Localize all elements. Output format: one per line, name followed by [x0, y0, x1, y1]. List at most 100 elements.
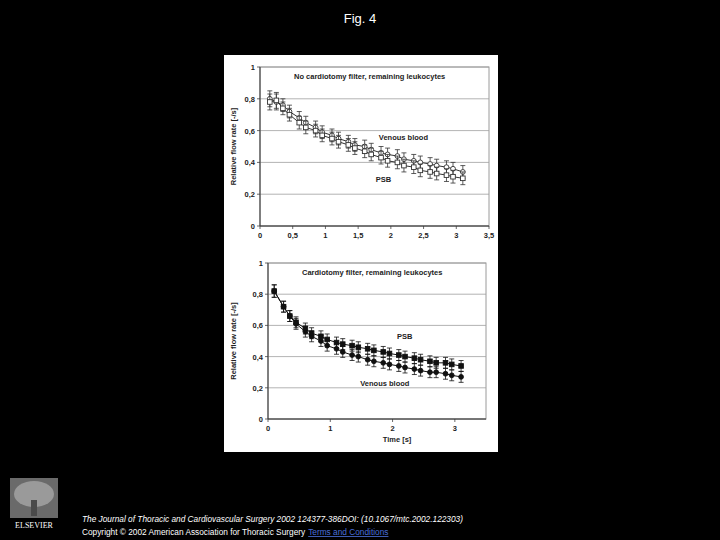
- marker: [340, 342, 345, 347]
- error-cap: [396, 360, 401, 361]
- error-cap: [449, 369, 454, 370]
- marker: [365, 357, 370, 362]
- marker: [287, 112, 292, 117]
- x-tick-label: 0: [258, 231, 262, 240]
- error-cap: [369, 160, 374, 161]
- error-cap: [274, 92, 279, 93]
- error-cap: [379, 146, 384, 147]
- marker: [434, 370, 439, 375]
- copyright: Copyright © 2002 American Association fo…: [82, 527, 306, 537]
- error-cap: [412, 363, 417, 364]
- marker: [418, 368, 423, 373]
- error-cap: [449, 380, 454, 381]
- error-cap: [280, 114, 285, 115]
- grid-line: [268, 356, 486, 357]
- error-cap: [434, 377, 439, 378]
- grid-line: [260, 98, 489, 99]
- error-cap: [418, 156, 423, 157]
- error-cap: [313, 121, 318, 122]
- error-cap: [460, 165, 465, 166]
- error-cap: [427, 377, 432, 378]
- error-cap: [346, 135, 351, 136]
- grid-line: [268, 263, 486, 264]
- terms-link[interactable]: Terms and Conditions: [308, 527, 388, 537]
- error-bar: [418, 354, 423, 365]
- chart-title: Cardiotomy filter, remaining leukocytes: [302, 268, 442, 277]
- y-axis-label: Relative flow rate [-/s]: [229, 107, 238, 185]
- logo-trunk: [31, 500, 37, 516]
- series-label: Venous blood: [360, 379, 410, 388]
- error-bar: [427, 367, 432, 378]
- error-bar: [412, 353, 417, 364]
- error-cap: [352, 138, 357, 139]
- marker: [403, 365, 408, 370]
- error-cap: [443, 357, 448, 358]
- error-cap: [309, 327, 314, 328]
- error-cap: [434, 368, 439, 369]
- marker: [334, 340, 339, 345]
- error-cap: [371, 366, 376, 367]
- error-cap: [329, 144, 334, 145]
- chart: 00,20,40,60,8100,511,522,533,5Relative f…: [229, 63, 494, 240]
- error-cap: [325, 351, 330, 352]
- error-bar: [371, 356, 376, 367]
- error-cap: [287, 105, 292, 106]
- error-cap: [411, 173, 416, 174]
- error-bar: [451, 170, 456, 183]
- chart-title: No cardiotomy filter, remaining leukocyt…: [294, 72, 445, 81]
- marker: [288, 314, 293, 319]
- error-bar: [267, 94, 272, 110]
- error-cap: [418, 376, 423, 377]
- marker: [434, 163, 439, 168]
- error-cap: [318, 330, 323, 331]
- error-cap: [272, 284, 277, 285]
- error-bar: [459, 361, 464, 372]
- x-tick-label: 2: [390, 424, 394, 433]
- error-bar: [280, 102, 285, 115]
- grid-line: [260, 226, 489, 227]
- marker: [443, 371, 448, 376]
- marker: [325, 337, 330, 342]
- error-cap: [313, 136, 318, 137]
- error-cap: [412, 363, 417, 364]
- error-cap: [427, 355, 432, 356]
- y-tick-label: 0,2: [253, 384, 263, 393]
- error-cap: [428, 178, 433, 179]
- error-cap: [385, 148, 390, 149]
- marker: [387, 351, 392, 356]
- error-cap: [387, 369, 392, 370]
- error-cap: [403, 351, 408, 352]
- error-bar: [418, 365, 423, 376]
- error-cap: [451, 183, 456, 184]
- error-cap: [459, 360, 464, 361]
- error-cap: [412, 352, 417, 353]
- marker: [434, 171, 439, 176]
- marker: [303, 326, 308, 331]
- marker: [356, 354, 361, 359]
- error-bar: [294, 318, 299, 329]
- error-cap: [396, 371, 401, 372]
- error-cap: [287, 310, 292, 311]
- marker: [320, 133, 325, 138]
- marker: [281, 304, 286, 309]
- error-cap: [369, 143, 374, 144]
- x-axis-label: Time [s]: [383, 435, 412, 444]
- error-cap: [325, 333, 330, 334]
- error-bar: [365, 343, 370, 354]
- marker: [418, 357, 423, 362]
- error-bar: [294, 317, 299, 328]
- error-cap: [281, 301, 286, 302]
- error-cap: [395, 168, 400, 169]
- grid-line: [260, 67, 489, 68]
- error-cap: [411, 154, 416, 155]
- error-cap: [318, 341, 323, 342]
- y-tick-label: 0: [251, 222, 255, 231]
- error-cap: [418, 163, 423, 164]
- error-cap: [281, 301, 286, 302]
- error-cap: [395, 149, 400, 150]
- error-cap: [365, 354, 370, 355]
- error-cap: [381, 357, 386, 358]
- error-cap: [444, 181, 449, 182]
- error-cap: [379, 163, 384, 164]
- error-cap: [274, 108, 279, 109]
